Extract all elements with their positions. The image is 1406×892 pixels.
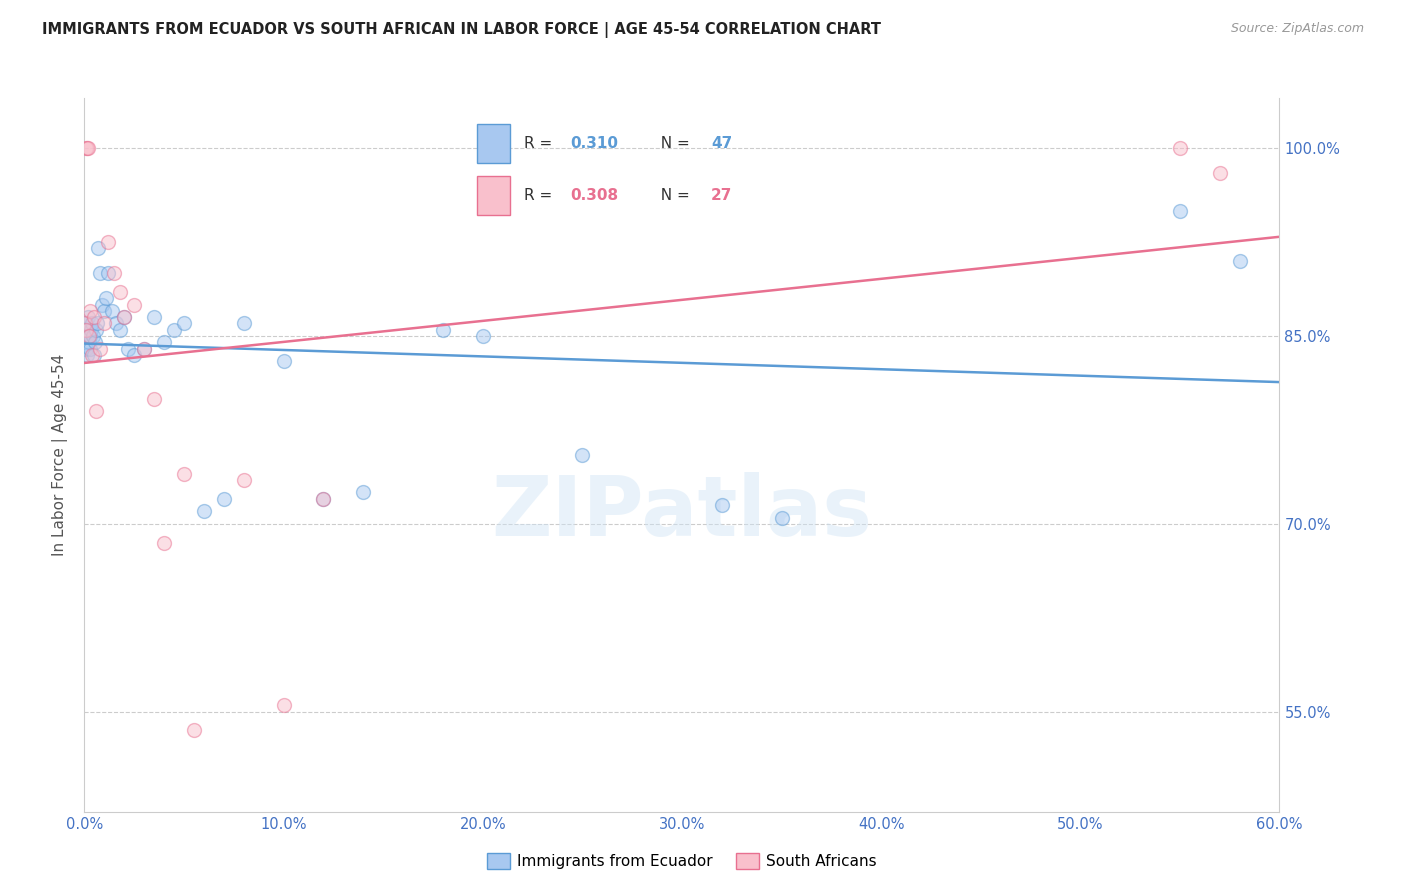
Point xyxy=(1168,141,1191,155)
Point xyxy=(710,498,733,512)
Point xyxy=(153,335,176,350)
Point xyxy=(75,317,97,331)
Point xyxy=(212,491,235,506)
Point xyxy=(173,467,195,481)
Point xyxy=(571,448,593,462)
Point xyxy=(77,310,100,325)
Point xyxy=(471,329,494,343)
Point xyxy=(86,317,108,331)
Point xyxy=(110,323,132,337)
Point xyxy=(89,342,111,356)
Point xyxy=(97,235,120,249)
Point xyxy=(79,329,101,343)
Point xyxy=(75,342,97,356)
Point xyxy=(77,329,100,343)
Point xyxy=(273,698,295,713)
Point xyxy=(110,285,132,300)
Point xyxy=(105,317,128,331)
Point xyxy=(79,329,101,343)
Point xyxy=(75,323,97,337)
Point xyxy=(75,323,97,337)
Point xyxy=(91,298,114,312)
Point xyxy=(101,304,124,318)
Point xyxy=(122,348,145,362)
Point xyxy=(132,342,156,356)
Point xyxy=(143,392,166,406)
Point xyxy=(82,317,104,331)
Point xyxy=(352,485,374,500)
Point xyxy=(132,342,156,356)
Point xyxy=(312,491,335,506)
Point xyxy=(82,348,104,362)
Point xyxy=(312,491,335,506)
Point xyxy=(173,317,195,331)
Point xyxy=(193,504,215,518)
Point xyxy=(117,342,139,356)
Text: Source: ZipAtlas.com: Source: ZipAtlas.com xyxy=(1230,22,1364,36)
Point xyxy=(87,241,110,255)
Point xyxy=(76,348,98,362)
Point xyxy=(76,141,98,155)
Point xyxy=(84,335,107,350)
Point xyxy=(83,310,105,325)
Point xyxy=(83,348,105,362)
Point xyxy=(432,323,454,337)
Point xyxy=(82,329,104,343)
Point xyxy=(112,310,135,325)
Point xyxy=(163,323,186,337)
Y-axis label: In Labor Force | Age 45-54: In Labor Force | Age 45-54 xyxy=(52,354,69,556)
Legend: Immigrants from Ecuador, South Africans: Immigrants from Ecuador, South Africans xyxy=(481,847,883,875)
Point xyxy=(770,510,793,524)
Point xyxy=(79,342,101,356)
Point xyxy=(232,473,254,487)
Point xyxy=(96,292,118,306)
Point xyxy=(75,141,97,155)
Point xyxy=(75,317,97,331)
Point xyxy=(273,354,295,368)
Point xyxy=(80,323,103,337)
Point xyxy=(1168,203,1191,218)
Point xyxy=(79,335,101,350)
Point xyxy=(183,723,205,738)
Point xyxy=(122,298,145,312)
Point xyxy=(86,404,108,418)
Text: IMMIGRANTS FROM ECUADOR VS SOUTH AFRICAN IN LABOR FORCE | AGE 45-54 CORRELATION : IMMIGRANTS FROM ECUADOR VS SOUTH AFRICAN… xyxy=(42,22,882,38)
Point xyxy=(112,310,135,325)
Point xyxy=(93,317,115,331)
Point xyxy=(153,535,176,549)
Text: ZIPatlas: ZIPatlas xyxy=(492,472,872,552)
Point xyxy=(89,266,111,280)
Point xyxy=(93,304,115,318)
Point xyxy=(143,310,166,325)
Point xyxy=(76,329,98,343)
Point xyxy=(232,317,254,331)
Point xyxy=(86,323,108,337)
Point xyxy=(77,141,100,155)
Point xyxy=(1229,253,1251,268)
Point xyxy=(1208,166,1232,180)
Point xyxy=(103,266,125,280)
Point xyxy=(79,304,101,318)
Point xyxy=(97,266,120,280)
